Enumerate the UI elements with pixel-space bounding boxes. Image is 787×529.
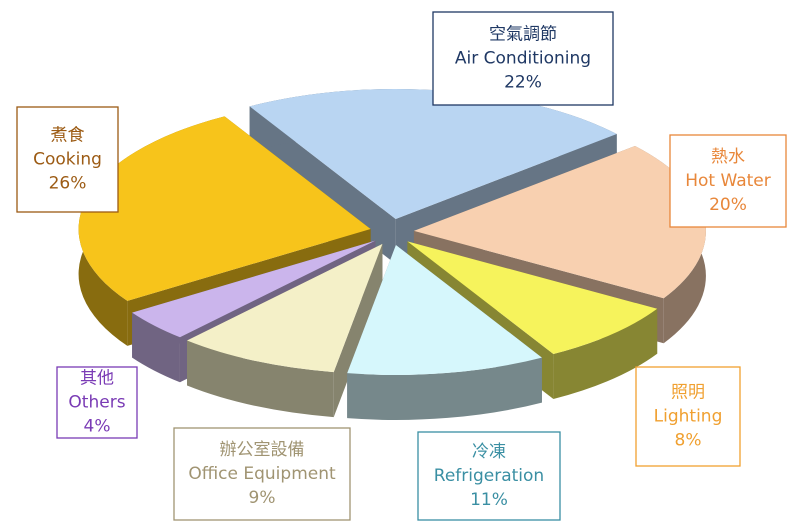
label-box xyxy=(16,106,119,213)
slice-side xyxy=(553,308,658,400)
value-label: 9% xyxy=(249,488,276,508)
slice-top xyxy=(347,244,542,375)
label-en: Refrigeration xyxy=(434,466,544,486)
label-box xyxy=(56,366,138,439)
slice-top xyxy=(78,116,371,301)
label-zh: 空氣調節 xyxy=(489,25,557,45)
slice-side xyxy=(347,357,542,420)
label-box xyxy=(173,427,351,521)
slice-top xyxy=(187,243,383,373)
label-zh: 熱水 xyxy=(711,147,745,167)
slice-side xyxy=(187,340,334,418)
label-en: Others xyxy=(68,393,125,413)
slice-top xyxy=(249,88,617,219)
label-en: Lighting xyxy=(654,407,723,427)
slice xyxy=(347,244,542,420)
slice-top xyxy=(132,240,376,338)
value-label: 22% xyxy=(504,73,542,93)
label-zh: 煮食 xyxy=(51,126,85,146)
value-label: 26% xyxy=(49,174,87,194)
label-en: Hot Water xyxy=(685,171,771,191)
slice xyxy=(187,243,383,418)
slice-top xyxy=(407,241,658,355)
label-en: Cooking xyxy=(33,150,102,170)
label-zh: 其他 xyxy=(80,369,114,389)
value-label: 20% xyxy=(709,195,747,215)
label-box xyxy=(432,11,614,106)
value-label: 8% xyxy=(675,431,702,451)
slice-top xyxy=(413,145,706,299)
label-zh: 冷凍 xyxy=(472,442,506,462)
value-label: 4% xyxy=(84,417,111,437)
label-zh: 照明 xyxy=(671,383,705,403)
label-box xyxy=(669,134,787,228)
label-box xyxy=(635,366,741,467)
value-label: 11% xyxy=(470,490,508,510)
label-zh: 辦公室設備 xyxy=(220,440,305,460)
label-en: Office Equipment xyxy=(188,464,336,484)
slice-side xyxy=(132,312,180,383)
label-en: Air Conditioning xyxy=(455,49,591,69)
label-box xyxy=(417,431,561,521)
